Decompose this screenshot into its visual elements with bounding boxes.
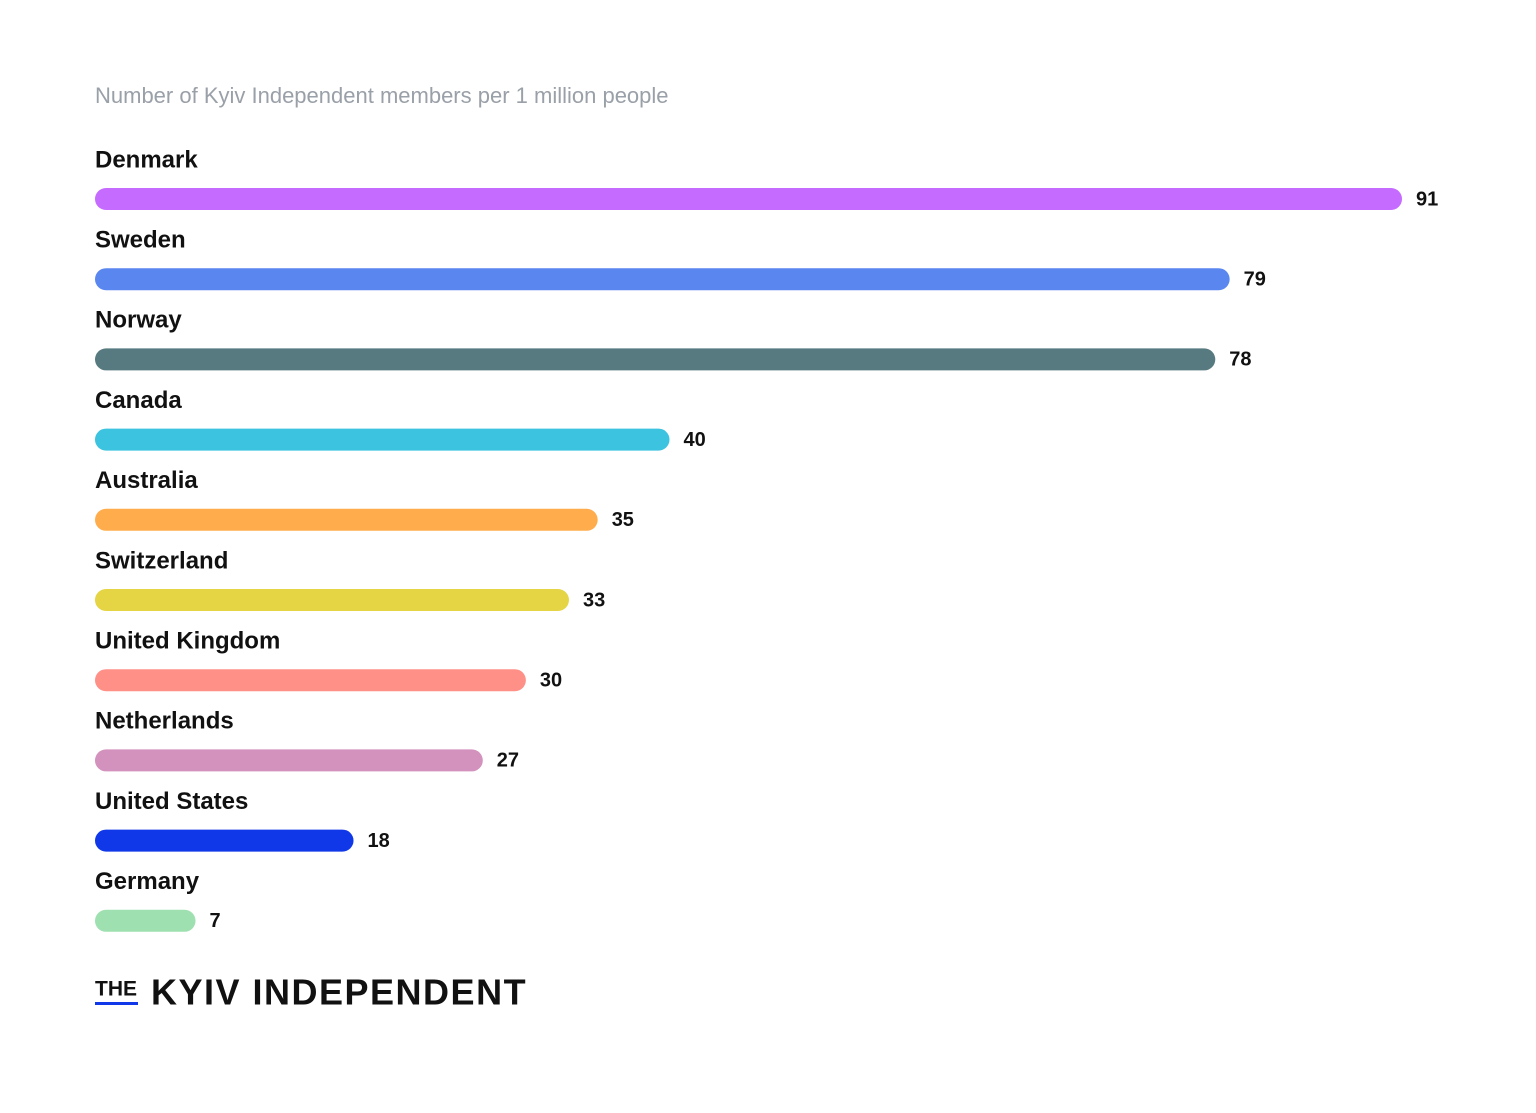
bar (95, 188, 1402, 210)
value-label: 7 (210, 910, 221, 932)
category-label: Germany (95, 868, 200, 895)
logo: THE KYIV INDEPENDENT (95, 972, 527, 1013)
bar (95, 669, 526, 692)
bar (95, 909, 196, 932)
value-label: 35 (612, 509, 634, 531)
category-label: Norway (95, 307, 182, 334)
bar (95, 268, 1230, 291)
logo-prefix: THE (95, 978, 137, 1001)
chart-title: Number of Kyiv Independent members per 1… (95, 83, 669, 108)
bar (95, 348, 1216, 371)
category-label: Sweden (95, 227, 186, 254)
value-label: 78 (1229, 349, 1251, 371)
value-label: 18 (368, 830, 390, 852)
value-label: 27 (497, 750, 519, 772)
logo-underline (95, 1002, 138, 1005)
category-label: United States (95, 788, 248, 815)
bar (95, 829, 354, 852)
category-label: Denmark (95, 146, 198, 173)
category-label: Netherlands (95, 708, 234, 735)
bar (95, 749, 483, 772)
category-label: Australia (95, 467, 198, 494)
logo-name: KYIV INDEPENDENT (151, 972, 527, 1013)
value-label: 33 (583, 589, 605, 611)
bar (95, 589, 569, 611)
category-label: Switzerland (95, 547, 228, 574)
value-label: 91 (1416, 188, 1438, 210)
value-label: 40 (684, 429, 706, 451)
bar-group: Denmark 91 Sweden 79 Norway 78 Canada 40 Austral… (95, 146, 1438, 932)
value-label: 79 (1244, 268, 1266, 290)
category-label: Canada (95, 387, 182, 414)
bar (95, 508, 598, 531)
category-label: United Kingdom (95, 628, 280, 655)
value-label: 30 (540, 669, 562, 691)
bar (95, 428, 670, 451)
